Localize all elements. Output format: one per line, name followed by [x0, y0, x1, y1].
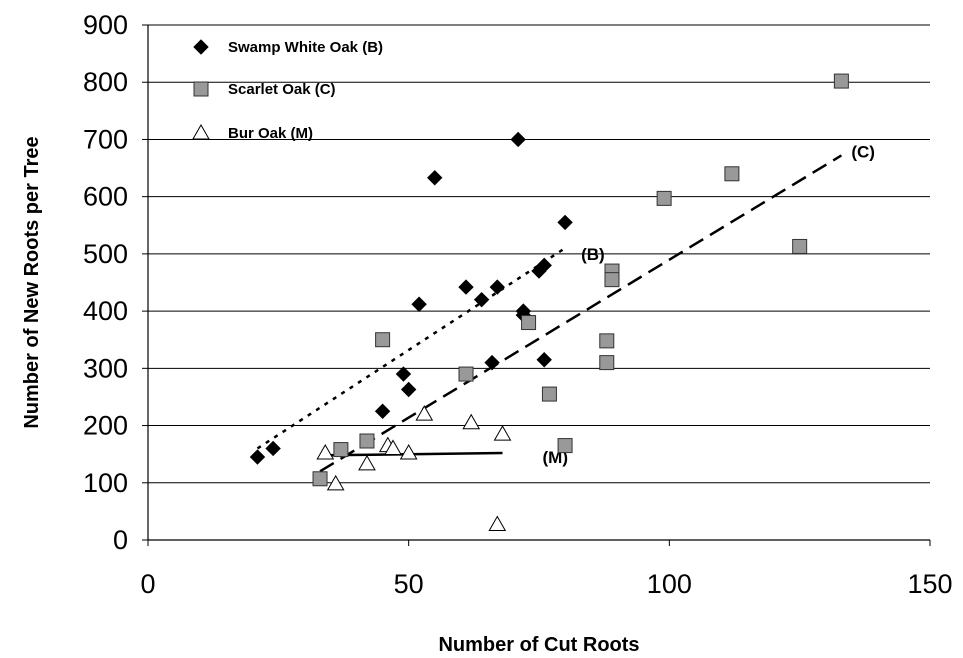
data-point	[312, 471, 328, 487]
y-tick-label: 900	[83, 10, 128, 40]
data-point	[599, 333, 615, 349]
data-point	[557, 438, 573, 454]
trendline-label: (B)	[581, 245, 605, 264]
legend-label: Scarlet Oak (C)	[228, 81, 336, 98]
data-point	[599, 355, 615, 371]
legend-marker	[193, 39, 209, 55]
data-point	[510, 131, 526, 148]
data-point	[604, 272, 620, 288]
data-point	[488, 515, 507, 532]
data-point	[316, 444, 335, 460]
legend-label: Swamp White Oak (B)	[228, 39, 383, 56]
legend-marker	[193, 81, 209, 97]
data-point	[374, 403, 391, 419]
data-point	[493, 425, 512, 441]
y-tick-label: 500	[83, 239, 128, 269]
data-point	[411, 296, 427, 312]
data-point	[326, 474, 345, 491]
x-tick-label: 150	[907, 569, 952, 599]
data-point	[656, 190, 672, 206]
data-point	[536, 352, 552, 368]
trendline	[319, 154, 843, 473]
data-points	[249, 73, 849, 532]
gridlines	[148, 24, 930, 484]
data-point	[792, 238, 808, 254]
y-tick-label: 700	[83, 124, 128, 154]
data-point	[462, 413, 481, 430]
data-point	[384, 439, 402, 455]
y-tick-label: 600	[83, 182, 128, 212]
legend: Swamp White Oak (B) Scarlet Oak (C) Bur Oa…	[192, 39, 383, 142]
legend-marker	[192, 123, 210, 140]
y-tick-label: 0	[113, 525, 128, 555]
data-point	[484, 354, 500, 371]
data-point	[833, 73, 849, 89]
data-point	[536, 257, 552, 274]
data-point	[358, 454, 376, 471]
data-point	[400, 381, 417, 398]
trendlines: (B)(C)(M)	[256, 142, 875, 473]
data-point	[375, 332, 391, 348]
data-point	[265, 440, 281, 457]
data-point	[359, 433, 375, 449]
y-tick-label: 800	[83, 67, 128, 97]
y-tick-label: 300	[83, 353, 128, 383]
data-point	[333, 442, 349, 458]
data-point	[473, 291, 490, 308]
data-point	[458, 366, 474, 382]
x-tick-label: 50	[394, 569, 424, 599]
data-point	[724, 166, 740, 182]
data-point	[489, 279, 506, 295]
data-point	[249, 449, 266, 465]
legend-label: Bur Oak (M)	[228, 125, 313, 142]
y-tick-label: 200	[83, 411, 128, 441]
x-axis-title: Number of Cut Roots	[438, 634, 639, 656]
data-point	[399, 444, 418, 460]
y-tick-label: 400	[83, 296, 128, 326]
data-point	[395, 366, 412, 382]
trendline-label: (C)	[851, 142, 875, 161]
data-point	[427, 170, 443, 186]
y-axis-title: Number of New Roots per Tree	[21, 136, 43, 428]
x-tick-label: 100	[647, 569, 692, 599]
data-point	[541, 386, 557, 402]
trendline	[256, 247, 566, 450]
y-tick-label: 100	[83, 468, 128, 498]
data-point	[415, 405, 434, 421]
axes: 0 100 200 300 400 500 600 700 800 900 0 50 100 150	[83, 10, 953, 599]
x-tick-label: 0	[140, 569, 155, 599]
data-point	[458, 279, 474, 295]
data-point	[557, 214, 573, 231]
data-point	[521, 315, 537, 331]
